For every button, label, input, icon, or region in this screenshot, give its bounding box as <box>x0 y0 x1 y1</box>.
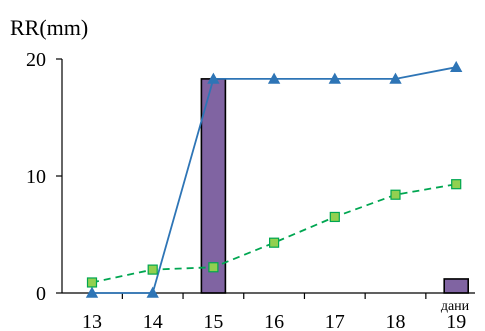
line-series-triangle <box>92 66 457 294</box>
marker-square-16 <box>269 237 280 248</box>
plot-area: 0 10 20 13 14 15 16 17 18 19 <box>26 49 475 331</box>
marker-triangle-16 <box>267 72 281 84</box>
x-tick-label-17: 17 <box>325 311 345 331</box>
marker-square-14 <box>147 264 158 275</box>
line-series-square <box>91 183 457 284</box>
y-tick-label-20: 20 <box>26 49 46 71</box>
x-tick-label-15: 15 <box>203 311 223 331</box>
marker-square-19 <box>451 179 462 190</box>
y-axis-title: RR(mm) <box>10 15 88 40</box>
marker-square-15 <box>208 262 219 273</box>
x-axis-unit-label: дани <box>441 299 470 314</box>
x-tick-label-16: 16 <box>264 311 284 331</box>
marker-triangle-13 <box>85 286 99 298</box>
marker-triangle-17 <box>328 72 341 84</box>
marker-square-13 <box>86 277 98 288</box>
marker-triangle-14 <box>146 286 159 298</box>
x-tick-label-13: 13 <box>82 311 102 331</box>
marker-square-17 <box>329 211 340 223</box>
x-tick-label-19: 19 <box>446 311 466 331</box>
y-tick-label-0: 0 <box>36 283 46 305</box>
x-tick-label-14: 14 <box>143 311 163 331</box>
x-tick-label-18: 18 <box>386 311 406 331</box>
marker-square-18 <box>390 189 401 200</box>
marker-triangle-15 <box>207 72 220 84</box>
marker-triangle-18 <box>389 72 402 84</box>
y-tick-label-10: 10 <box>26 166 46 188</box>
bar-19 <box>443 278 470 294</box>
marker-triangle-19 <box>450 60 463 72</box>
